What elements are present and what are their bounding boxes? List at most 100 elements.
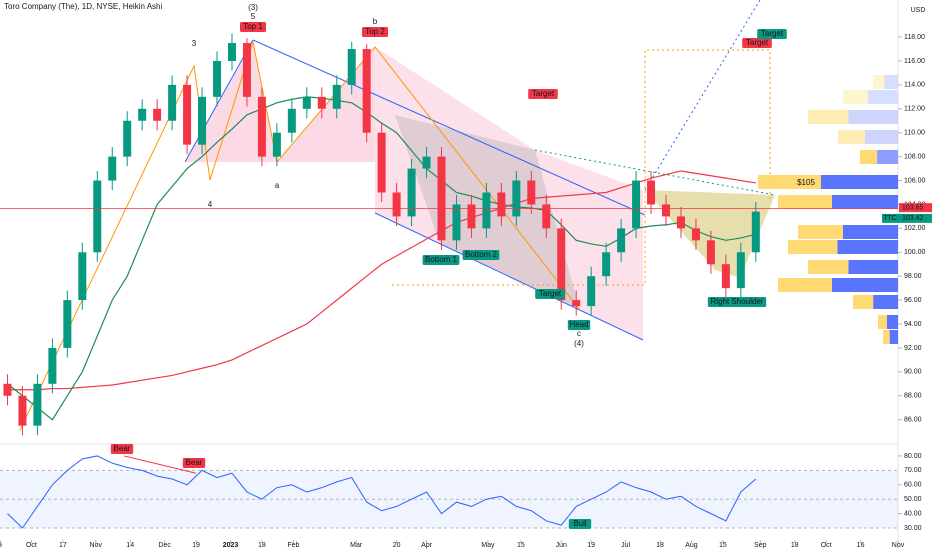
candle-body bbox=[751, 211, 760, 253]
candle-body bbox=[721, 264, 730, 289]
y-tick-label: 98.00 bbox=[904, 273, 922, 280]
rsi-tick-label: 70.00 bbox=[904, 467, 922, 474]
y-tick-label: 102.00 bbox=[904, 225, 926, 232]
annotation-box bbox=[535, 289, 565, 299]
annotation-box bbox=[567, 320, 591, 330]
candle-body bbox=[557, 228, 566, 301]
x-tick-label: Nov bbox=[90, 542, 103, 549]
volume-profile bbox=[832, 195, 898, 209]
neckline bbox=[534, 149, 776, 196]
x-tick-label: 16 bbox=[857, 542, 865, 549]
x-tick-label: 17 bbox=[59, 542, 67, 549]
candle-body bbox=[706, 240, 715, 265]
divergence-line bbox=[124, 455, 197, 474]
annotation: Bottom 2 bbox=[465, 250, 498, 259]
candle-body bbox=[632, 180, 641, 229]
volume-profile bbox=[838, 130, 865, 144]
volume-profile bbox=[848, 110, 898, 124]
candle-body bbox=[392, 192, 401, 217]
annotation-box bbox=[568, 519, 592, 529]
y-tick-label: 86.00 bbox=[904, 417, 922, 424]
volume-profile bbox=[878, 315, 887, 329]
symbol-box bbox=[882, 213, 899, 223]
candle-body bbox=[691, 228, 700, 241]
y-tick-label: 110.00 bbox=[904, 130, 925, 137]
volume-profile bbox=[873, 295, 898, 309]
trend-line bbox=[374, 212, 644, 341]
volume-profile bbox=[832, 278, 898, 292]
annotation-box bbox=[110, 444, 134, 454]
x-tick-label: Jul bbox=[621, 542, 630, 549]
candle-body bbox=[138, 108, 147, 121]
chart-title: Toro Company (The), 1D, NYSE, Heikin Ash… bbox=[4, 2, 163, 11]
x-tick-label: Dec bbox=[158, 542, 171, 549]
candle-body bbox=[676, 216, 685, 229]
annotation-box bbox=[742, 38, 772, 48]
currency-label: USD bbox=[911, 7, 926, 14]
candle-body bbox=[422, 156, 431, 169]
volume-profile bbox=[798, 225, 843, 239]
annotation: c bbox=[577, 329, 581, 338]
x-tick-label: 18 bbox=[656, 542, 664, 549]
x-tick-label: 20 bbox=[393, 542, 401, 549]
trend-line bbox=[644, 0, 761, 191]
candle-body bbox=[153, 108, 162, 121]
x-tick-label: May bbox=[481, 542, 495, 549]
candle-body bbox=[18, 395, 27, 426]
y-tick-label: 94.00 bbox=[904, 321, 922, 328]
rsi-tick-label: 50.00 bbox=[904, 496, 922, 503]
candle-body bbox=[227, 43, 236, 61]
candle-body bbox=[213, 60, 222, 97]
candle-body bbox=[242, 43, 251, 97]
volume-profile bbox=[848, 260, 898, 274]
volume-profile bbox=[758, 175, 821, 189]
x-tick-label: 2023 bbox=[223, 542, 239, 549]
annotation-box bbox=[240, 22, 266, 32]
x-tick-label: Aug bbox=[685, 542, 698, 549]
annotation: Bottom 1 bbox=[425, 255, 458, 264]
annotation: (3) bbox=[248, 3, 258, 12]
candle-body bbox=[362, 49, 371, 133]
candle-body bbox=[617, 228, 626, 253]
annotation: Right Shoulder bbox=[711, 297, 764, 306]
y-tick-label: 100.00 bbox=[904, 249, 926, 256]
candle-body bbox=[452, 204, 461, 241]
x-tick-label: 19 bbox=[587, 542, 595, 549]
pattern-area bbox=[185, 42, 375, 162]
y-tick-label: 108.00 bbox=[904, 153, 926, 160]
candle-body bbox=[647, 180, 656, 205]
symbol-label: TTC bbox=[883, 215, 897, 222]
volume-profile bbox=[865, 130, 898, 144]
annotation-box bbox=[182, 458, 206, 468]
x-tick-label: Nov bbox=[892, 542, 905, 549]
annotation: Bull bbox=[573, 519, 587, 528]
annotation-box bbox=[362, 27, 388, 37]
price-label: 103.65 bbox=[902, 204, 924, 211]
price-label: 103.42 bbox=[902, 215, 924, 222]
candle-body bbox=[108, 156, 117, 181]
y-tick-label: 96.00 bbox=[904, 297, 922, 304]
candle-body bbox=[347, 49, 356, 85]
candle-body bbox=[407, 168, 416, 217]
trend-line bbox=[184, 39, 254, 163]
y-tick-label: 106.00 bbox=[904, 177, 926, 184]
y-tick-label: 116.00 bbox=[904, 58, 925, 65]
candle-body bbox=[736, 252, 745, 289]
pattern-area bbox=[375, 47, 643, 340]
rsi-tick-label: 60.00 bbox=[904, 482, 922, 489]
annotation: Target bbox=[532, 89, 555, 98]
y-tick-label: 114.00 bbox=[904, 82, 925, 89]
annotation-box bbox=[757, 29, 787, 39]
candle-body bbox=[512, 180, 521, 217]
rsi-tick-label: 30.00 bbox=[904, 525, 922, 532]
candle-body bbox=[183, 84, 192, 145]
candle-body bbox=[437, 156, 446, 241]
candle-body bbox=[3, 383, 12, 396]
candle-body bbox=[482, 192, 491, 229]
x-tick-label: 15 bbox=[719, 542, 727, 549]
y-tick-label: 90.00 bbox=[904, 369, 922, 376]
volume-profile bbox=[877, 150, 898, 164]
volume-profile bbox=[867, 90, 898, 104]
x-tick-label: Oct bbox=[821, 542, 832, 549]
